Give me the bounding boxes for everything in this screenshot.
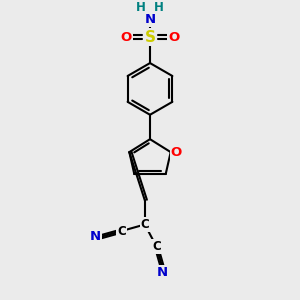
Text: H: H bbox=[136, 1, 146, 13]
Text: H: H bbox=[154, 1, 164, 13]
Text: O: O bbox=[168, 31, 179, 44]
Text: O: O bbox=[121, 31, 132, 44]
Text: N: N bbox=[90, 230, 101, 243]
Text: N: N bbox=[144, 13, 156, 26]
Text: N: N bbox=[157, 266, 168, 279]
Text: O: O bbox=[171, 146, 182, 159]
Text: C: C bbox=[152, 240, 161, 253]
Text: C: C bbox=[140, 218, 149, 231]
Text: S: S bbox=[145, 30, 155, 45]
Text: C: C bbox=[117, 225, 126, 238]
